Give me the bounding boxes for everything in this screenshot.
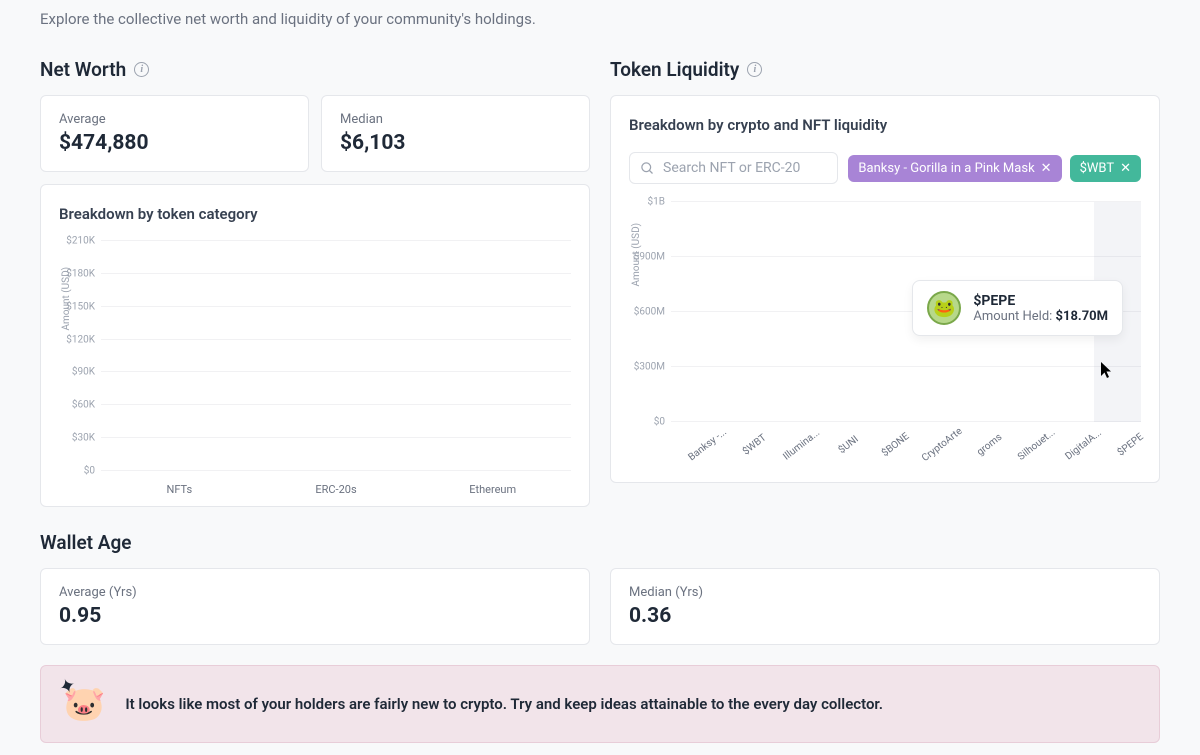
search-icon: [640, 161, 655, 176]
x-label: $PEPE: [1099, 414, 1163, 478]
y-axis-label: Amount (USD): [631, 223, 642, 287]
stat-value: $474,880: [59, 131, 290, 155]
info-icon[interactable]: i: [747, 62, 762, 77]
y-tick: $300M: [634, 362, 665, 373]
y-tick: $0: [654, 417, 665, 428]
filter-chip[interactable]: Banksy - Gorilla in a Pink Mask✕: [848, 155, 1061, 182]
tooltip-title: $PEPE: [973, 293, 1108, 309]
y-tick: $90K: [72, 367, 95, 378]
close-icon[interactable]: ✕: [1120, 161, 1131, 176]
lightbulb-icon: ✦ 🐷: [63, 684, 105, 724]
wallet-age-median-card: Median (Yrs) 0.36: [610, 568, 1160, 645]
info-icon[interactable]: i: [134, 62, 149, 77]
x-label: ERC-20s: [258, 477, 415, 496]
insight-text: It looks like most of your holders are f…: [125, 695, 883, 713]
wallet-age-average-card: Average (Yrs) 0.95: [40, 568, 590, 645]
filter-chip[interactable]: $WBT✕: [1070, 155, 1141, 182]
y-tick: $120K: [66, 334, 95, 345]
net-worth-chart-card: Breakdown by token category $0 $30K $60K $9…: [40, 184, 590, 507]
stat-label: Average (Yrs): [59, 585, 571, 600]
wallet-age-title: Wallet Age: [40, 531, 1160, 554]
tooltip-sub: Amount Held: $18.70M: [973, 309, 1108, 324]
stat-label: Average: [59, 112, 290, 127]
chart-title: Breakdown by token category: [59, 205, 571, 223]
search-input[interactable]: Search NFT or ERC-20: [629, 152, 838, 184]
stat-label: Median (Yrs): [629, 585, 1141, 600]
net-worth-average-card: Average $474,880: [40, 95, 309, 172]
y-tick: $1B: [648, 197, 665, 208]
liquidity-chart-card: Breakdown by crypto and NFT liquidity Se…: [610, 95, 1160, 483]
insight-banner: ✦ 🐷 It looks like most of your holders a…: [40, 665, 1160, 743]
stat-value: 0.36: [629, 604, 1141, 628]
y-tick: $0: [84, 466, 95, 477]
cursor-icon: [1101, 362, 1113, 378]
y-tick: $60K: [72, 400, 95, 411]
y-tick: $600M: [634, 307, 665, 318]
token-liquidity-title: Token Liquidity i: [610, 58, 1160, 81]
page-subtitle: Explore the collective net worth and liq…: [40, 10, 1160, 28]
stat-value: $6,103: [340, 131, 571, 155]
net-worth-title: Net Worth i: [40, 58, 590, 81]
y-tick: $210K: [66, 236, 95, 247]
chart-title: Breakdown by crypto and NFT liquidity: [629, 116, 1141, 134]
y-tick: $30K: [72, 433, 95, 444]
stat-value: 0.95: [59, 604, 571, 628]
stat-label: Median: [340, 112, 571, 127]
chart-tooltip: 🐸 $PEPE Amount Held: $18.70M: [912, 280, 1123, 336]
close-icon[interactable]: ✕: [1041, 161, 1052, 176]
x-label: Ethereum: [414, 477, 571, 496]
x-label: NFTs: [101, 477, 258, 496]
pepe-icon: 🐸: [927, 291, 961, 325]
net-worth-median-card: Median $6,103: [321, 95, 590, 172]
y-axis-label: Amount (USD): [61, 267, 72, 331]
